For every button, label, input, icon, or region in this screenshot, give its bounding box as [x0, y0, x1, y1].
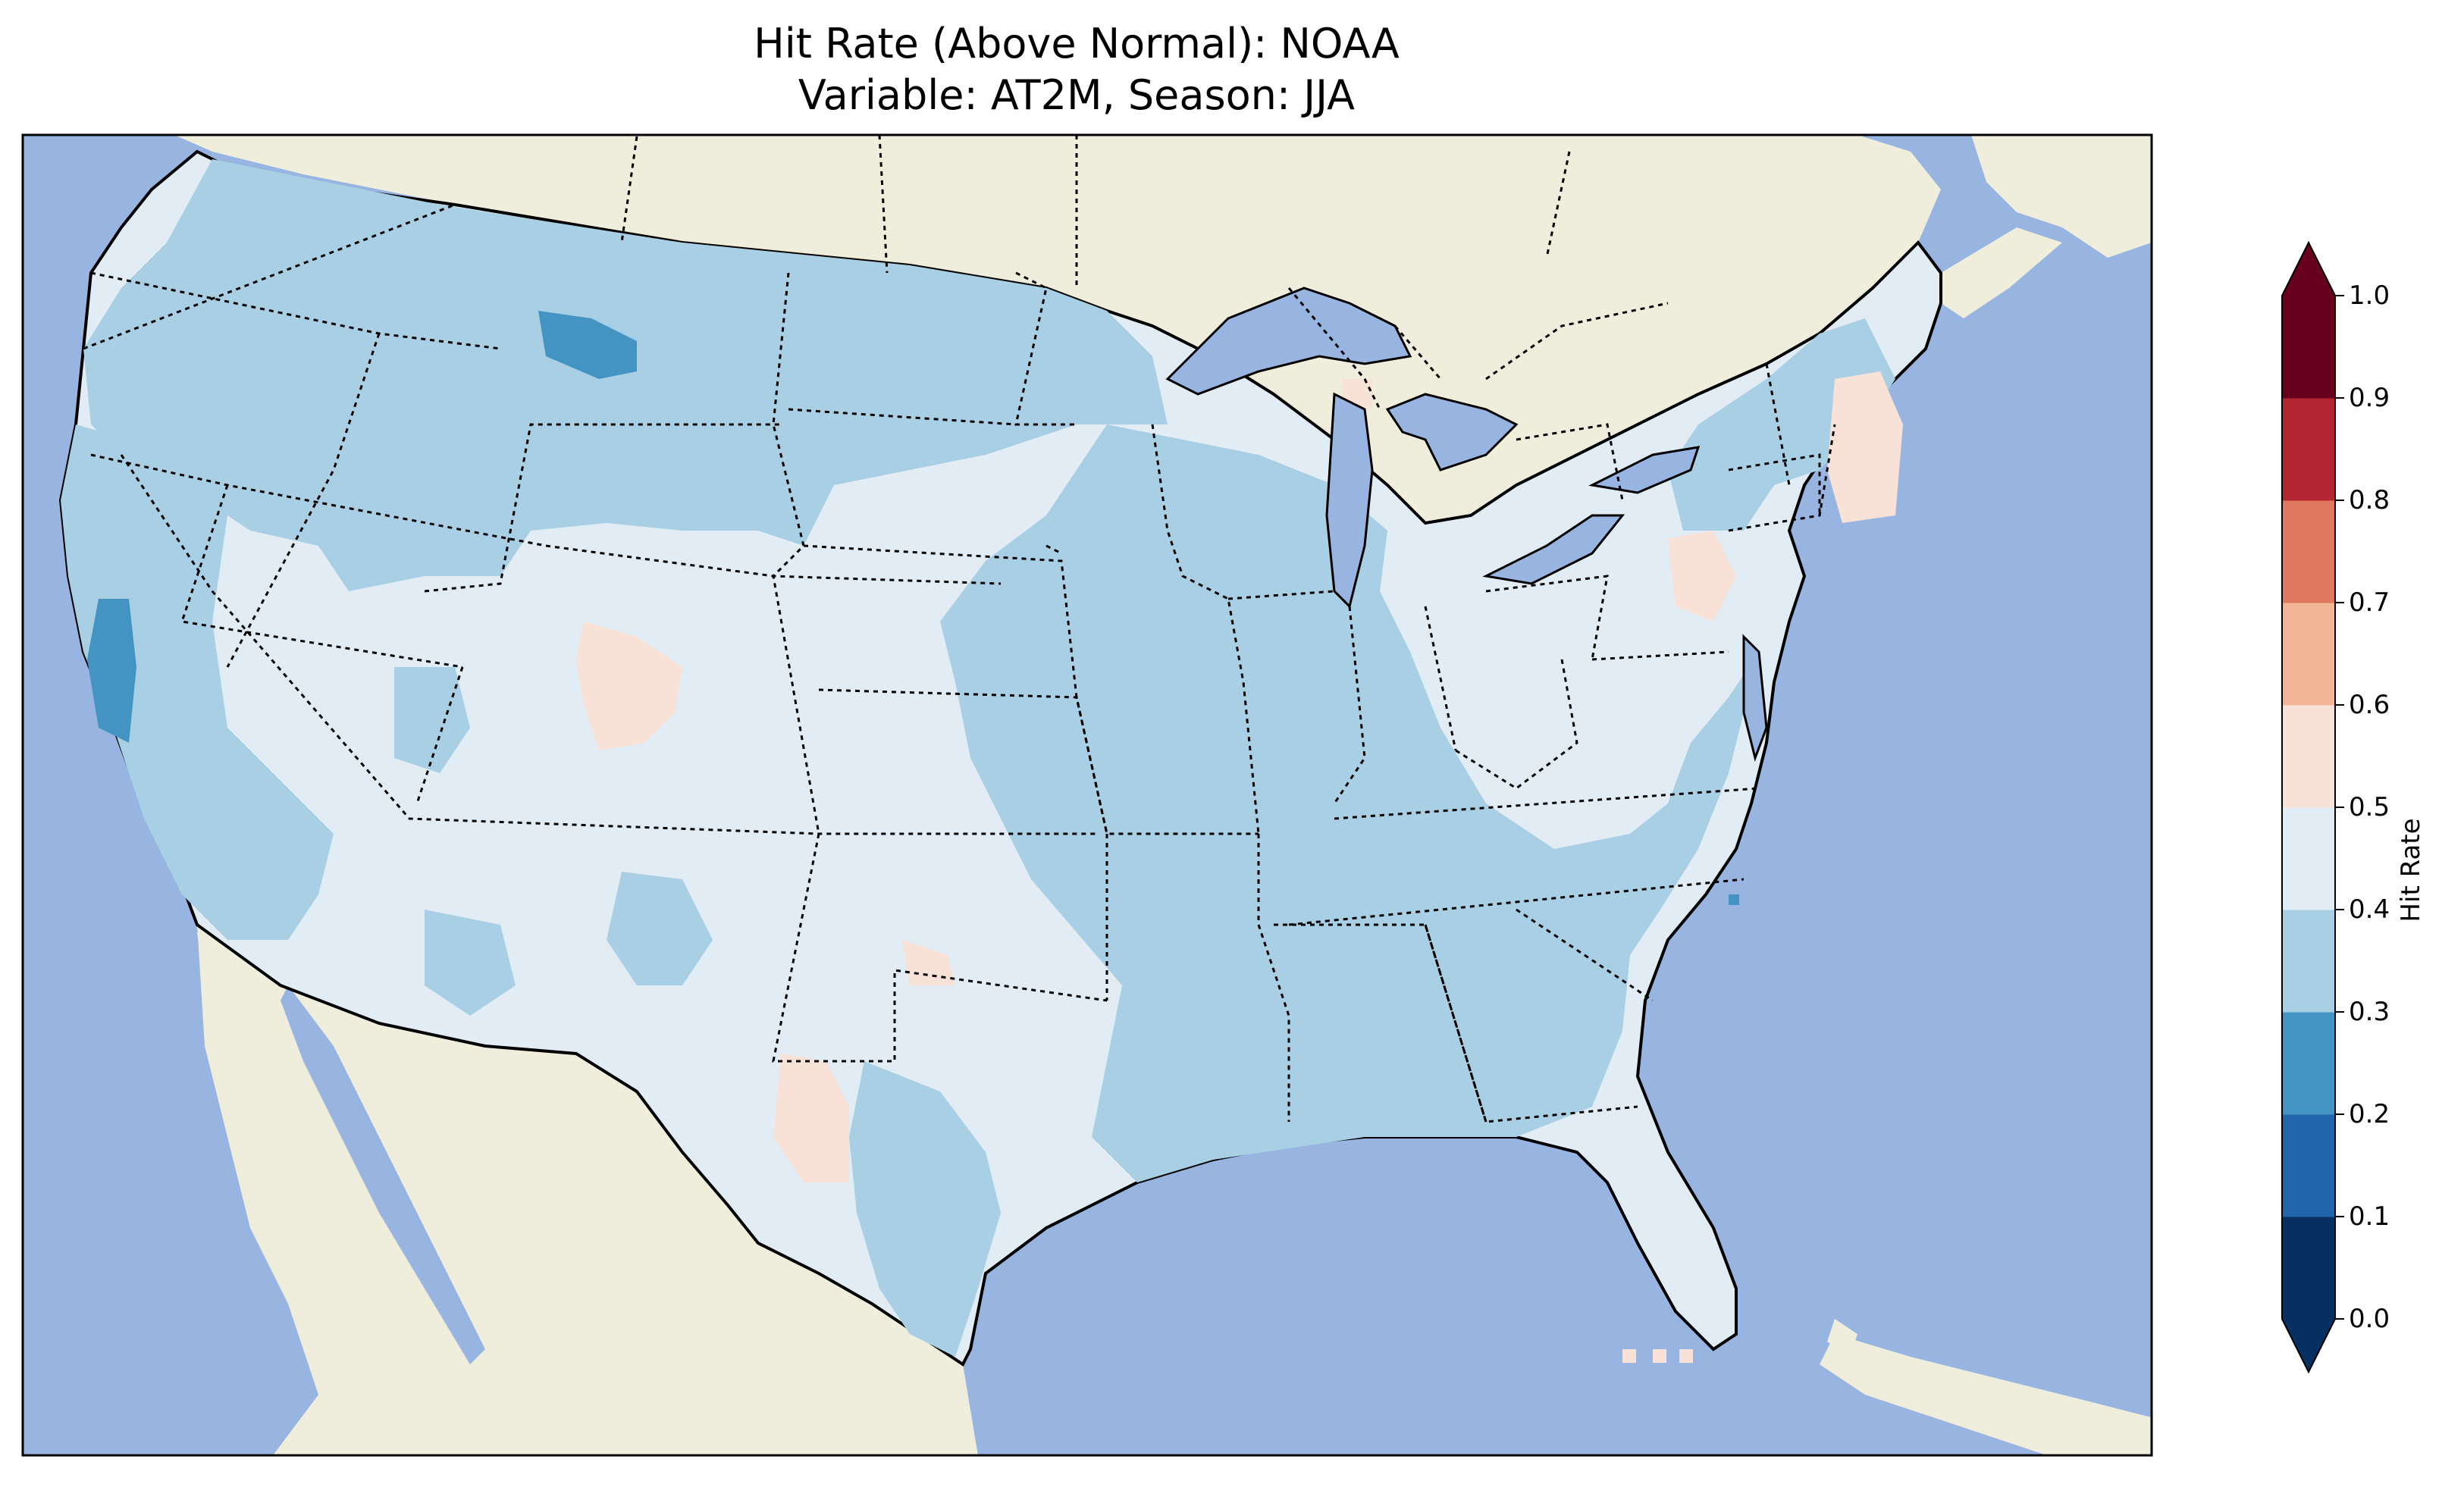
baja-peninsula — [197, 932, 425, 1417]
gulf-of-california — [281, 985, 485, 1364]
colorbar-tick-label: 0.5 — [2349, 792, 2390, 822]
chesapeake-bay — [1742, 634, 1768, 763]
map-subtitle: Variable: AT2M, Season: JJA — [798, 71, 1356, 119]
cuba-land — [1820, 1334, 2152, 1455]
colorbar-label: Hit Rate — [2396, 818, 2426, 922]
colorbar-tick-label: 0.0 — [2349, 1304, 2390, 1334]
colorbar-segment — [2282, 1114, 2335, 1217]
hit-rate-0.3-0.4-regions — [61, 159, 1895, 1357]
hit-rate-0.5-0.6-regions — [576, 371, 1903, 1363]
nova-scotia-land — [1941, 227, 2062, 318]
colorbar-tick-label: 0.6 — [2349, 690, 2390, 720]
colorbar-tick-label: 0.7 — [2349, 587, 2390, 618]
maritimes-land — [1971, 135, 2152, 258]
colorbar — [2281, 240, 2344, 1374]
colorbar-segment — [2282, 500, 2335, 603]
colorbar-tick-label: 0.3 — [2349, 997, 2390, 1027]
colorbar-extend-min — [2282, 1319, 2335, 1372]
colorbar-segment — [2282, 1012, 2335, 1115]
colorbar-segment — [2282, 603, 2335, 706]
state-borders — [83, 134, 1836, 1123]
great-lakes — [1165, 287, 1701, 609]
colorbar-segment — [2282, 910, 2335, 1013]
map-frame — [21, 133, 2153, 1457]
colorbar-tick-label: 0.2 — [2349, 1099, 2390, 1129]
colorbar-segment — [2282, 1217, 2335, 1320]
colorbar-tick-label: 0.4 — [2349, 894, 2390, 925]
colorbar-segment — [2282, 398, 2335, 501]
bahamas-land — [1827, 1319, 1857, 1357]
colorbar-segment — [2282, 296, 2335, 399]
colorbar-extend-max — [2282, 243, 2335, 296]
map-title: Hit Rate (Above Normal): NOAA — [754, 20, 1400, 67]
colorbar-segment — [2282, 705, 2335, 808]
colorbar-tick-label: 1.0 — [2349, 280, 2390, 311]
colorbar-tick-label: 0.8 — [2349, 485, 2390, 515]
hit-rate-0.2-0.3-regions — [87, 311, 1739, 905]
colorbar-tick-label: 0.9 — [2349, 383, 2390, 413]
colorbar-segment — [2282, 807, 2335, 910]
colorbar-tick-label: 0.1 — [2349, 1201, 2390, 1232]
